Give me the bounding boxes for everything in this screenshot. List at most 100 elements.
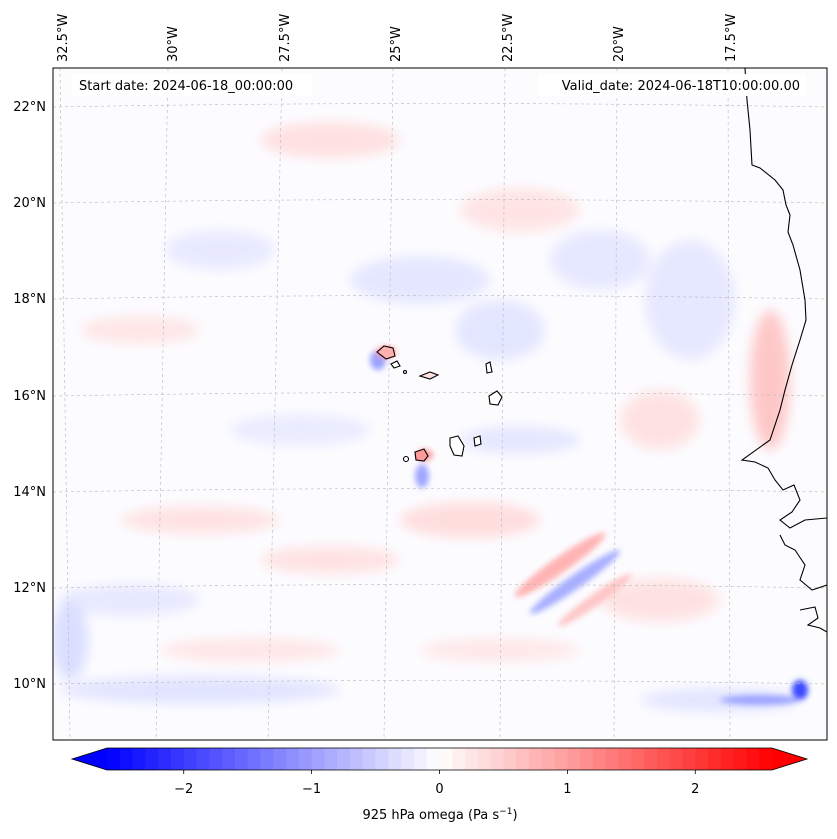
island-santiago [449,435,465,457]
colorbar-tick-label: −2 [174,782,193,797]
start-date-box [72,74,312,96]
colorbar-segment [183,748,198,770]
colorbar-segment [362,748,377,770]
lat-label: 18°N [13,292,46,307]
colorbar-label: 925 hPa omega (Pa s−1) [362,807,517,823]
colorbar-segment [119,748,134,770]
colorbar-tick-label: −1 [302,782,321,797]
colorbar-segment [605,748,620,770]
islands [376,345,503,463]
colorbar-segment [426,748,441,770]
colorbar-segment [439,748,453,770]
island-sal [485,361,493,374]
island-brava [402,455,410,463]
colorbar-segment [170,748,185,770]
colorbar-segment [132,748,146,770]
colorbar-segment [298,748,313,770]
colorbar-segment [222,748,236,770]
colorbar-segment [669,748,684,770]
colorbar-segment [618,748,632,770]
valid-date-box [538,74,806,96]
colorbar-segment [247,748,262,770]
lat-label: 20°N [13,196,46,211]
island-sao-vicente [390,360,401,369]
colorbar-segment [708,748,722,770]
colorbar-segment [554,748,568,770]
colorbar-segment [592,748,607,770]
lon-label: 32.5°W [56,14,71,62]
lon-label: 30°W [166,26,181,62]
colorbar-outline [70,747,809,771]
colorbar-segment [644,748,658,770]
colorbar-tick-label: 0 [435,782,443,797]
colorbar-tick-label: 2 [691,782,699,797]
colorbar-segment [375,748,389,770]
colorbar-segment [541,748,556,770]
colorbar-segment [529,748,543,770]
map-frame [52,67,828,741]
island-sao-nicolau [418,371,440,380]
colorbar-segment [158,748,172,770]
island-santo-antao [376,345,396,360]
omega-field [53,122,808,712]
colorbar-segment [234,748,249,770]
colorbar-segment [452,748,466,770]
colorbar-segment [324,748,338,770]
colorbar-segment [580,748,594,770]
colorbar-segment [695,748,709,770]
colorbar-segment [413,748,428,770]
colorbar-segment [733,748,748,770]
colorbar-segment [349,748,364,770]
map-background [53,68,827,740]
colorbar-segment [746,748,760,770]
colorbar-segment [503,748,517,770]
lon-label: 20°W [612,26,627,62]
colorbar-segment [567,748,581,770]
island-fogo [414,448,429,462]
lon-label: 25°W [389,26,404,62]
colorbar-segment [388,748,402,770]
colorbar-extend-high [772,748,807,770]
lat-label: 16°N [13,389,46,404]
colorbar-segment [145,748,159,770]
colorbar-segment [107,748,121,770]
lat-label: 22°N [13,100,46,115]
colorbar-segment [720,748,735,770]
colorbar-extend-low [72,748,107,770]
lon-label: 17.5°W [724,14,739,62]
colorbar-segment [759,748,773,770]
start-date: Start date: 2024-06-18_00:00:00 [79,79,293,94]
colorbar-segment [516,748,530,770]
colorbar-segments [107,748,773,770]
colorbar-segment [311,748,326,770]
colorbar-segment [490,748,505,770]
colorbar-tick-label: 1 [563,782,571,797]
island-boa-vista [488,390,503,406]
colorbar: −2 −1 0 1 2 925 hPa omega (Pa s−1) [70,747,809,823]
island-maio [473,435,482,447]
lon-label: 27.5°W [278,14,293,62]
colorbar-segment [631,748,645,770]
lon-label: 22.5°W [501,14,516,62]
colorbar-segment [196,748,210,770]
lat-labels: 22°N 20°N 18°N 16°N 14°N 12°N 10°N [13,100,46,692]
lat-label: 14°N [13,485,46,500]
colorbar-segment [401,748,415,770]
coastline [740,68,827,633]
lat-label: 12°N [13,581,46,596]
colorbar-segment [286,748,300,770]
colorbar-segment [682,748,696,770]
valid-date: Valid_date: 2024-06-18T10:00:00.00 [562,79,800,94]
island-santa-luzia [402,369,408,375]
colorbar-segment [656,748,671,770]
graticule [53,68,827,740]
colorbar-ticks: −2 −1 0 1 2 [174,770,699,797]
colorbar-segment [465,748,479,770]
colorbar-segment [337,748,351,770]
colorbar-segment [273,748,287,770]
lat-label: 10°N [13,677,46,692]
colorbar-segment [209,748,223,770]
colorbar-segment [477,748,492,770]
colorbar-segment [260,748,274,770]
